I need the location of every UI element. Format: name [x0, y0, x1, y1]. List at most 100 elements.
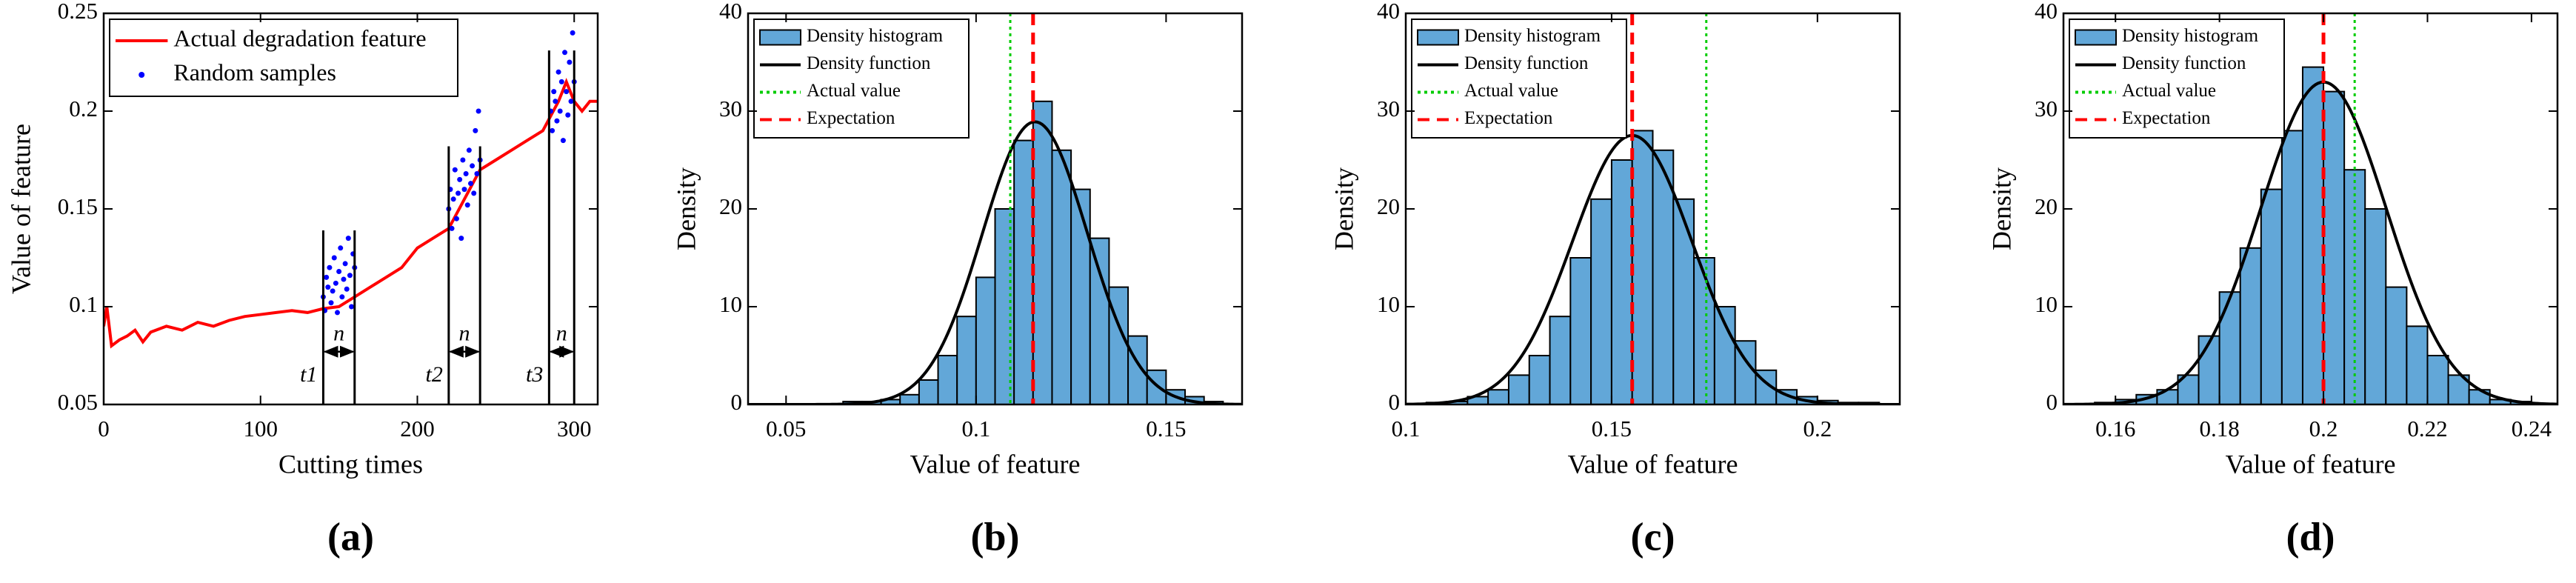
histogram-bar — [975, 276, 996, 404]
sample-point — [331, 255, 337, 261]
legend-label: Density function — [807, 53, 931, 73]
sample-point — [330, 288, 336, 294]
histogram-bar — [899, 393, 920, 404]
sample-point — [456, 190, 461, 196]
sample-point — [339, 294, 345, 300]
y-tick-label: 30 — [2035, 96, 2058, 121]
panel: Density histogram Density function Actual … — [671, 0, 1244, 559]
histogram-bar — [1051, 149, 1072, 404]
histogram-bar — [2406, 325, 2429, 404]
x-tick-label: 0.2 — [2309, 416, 2338, 442]
legend-label: Density function — [2122, 53, 2246, 73]
panel: n t1 n t2 n t3 Actual degradation feature Rando… — [6, 0, 599, 559]
y-tick-label: 10 — [2035, 291, 2058, 317]
x-tick-label: 0.1 — [1392, 416, 1421, 442]
legend-label: Actual value — [2122, 81, 2216, 101]
panel: Density histogram Density function Actual … — [1986, 0, 2559, 559]
y-tick-label: 0 — [2046, 389, 2058, 415]
y-tick-label: 0 — [731, 389, 743, 415]
histogram-bar — [1610, 159, 1633, 404]
panel-label: (c) — [1631, 514, 1675, 559]
sample-point — [341, 276, 347, 282]
x-axis-label: Value of feature — [1568, 449, 1738, 479]
histogram-bar — [1693, 257, 1715, 404]
sample-point — [471, 190, 477, 196]
y-tick-label: 40 — [719, 0, 742, 24]
panel-label: (a) — [327, 514, 374, 559]
histogram-bar — [1089, 237, 1110, 404]
y-axis-label: Value of feature — [6, 124, 36, 294]
sample-point — [349, 304, 355, 310]
sample-point — [568, 99, 574, 104]
sample-point — [467, 181, 473, 187]
y-tick-label: 0.25 — [58, 0, 98, 24]
sample-point — [449, 225, 455, 231]
x-tick-label: 100 — [243, 416, 278, 442]
legend-label: Expectation — [807, 108, 895, 128]
sample-point — [558, 79, 564, 84]
y-tick-label: 20 — [2035, 193, 2058, 219]
sample-point — [325, 284, 331, 290]
sample-point — [570, 30, 575, 36]
histogram-bar — [1032, 100, 1053, 404]
histogram-bar — [1590, 198, 1612, 404]
feature-line — [104, 78, 598, 349]
sample-point — [463, 170, 469, 176]
sample-point — [560, 138, 566, 144]
legend-swatch — [139, 72, 145, 78]
y-axis-label: Density — [1329, 167, 1358, 250]
sample-point — [345, 236, 351, 241]
sample-point — [460, 157, 466, 163]
sample-point — [476, 108, 481, 114]
histogram-bar — [1507, 374, 1530, 404]
x-tick-label: 0.18 — [2200, 416, 2240, 442]
histogram-bar — [1146, 369, 1167, 404]
sample-point — [564, 89, 570, 95]
panel-label: (b) — [971, 514, 1020, 559]
x-axis-label: Value of feature — [910, 449, 1081, 479]
histogram-bar — [1569, 257, 1592, 404]
sample-point — [328, 300, 334, 306]
sample-point — [554, 118, 560, 124]
legend-label: Density histogram — [807, 26, 944, 46]
histogram-bar — [1672, 198, 1695, 404]
histogram-bar — [2239, 247, 2262, 404]
sample-point — [342, 261, 348, 267]
histogram-bar — [2323, 90, 2346, 404]
panel-label: (d) — [2286, 514, 2335, 559]
histogram-bar — [2385, 286, 2408, 404]
sample-point — [473, 127, 478, 133]
x-tick-label: 0.15 — [1592, 416, 1632, 442]
y-tick-label: 0.1 — [69, 291, 98, 317]
sample-point — [557, 108, 563, 114]
histogram-bar — [2301, 66, 2325, 404]
histogram-bar — [2218, 291, 2241, 404]
legend-swatch — [1417, 29, 1459, 46]
histogram-bar — [2364, 208, 2387, 404]
histogram-bar — [2198, 335, 2220, 404]
histogram-bar — [918, 379, 939, 404]
legend-label: Density histogram — [1464, 26, 1601, 46]
sample-point — [335, 310, 341, 316]
histogram-bar — [1487, 389, 1509, 404]
sample-point — [324, 274, 330, 280]
y-tick-label: 10 — [719, 291, 742, 317]
sample-point — [338, 245, 344, 251]
legend-label: Actual value — [1464, 81, 1558, 101]
legend-label: Expectation — [1464, 108, 1553, 128]
x-axis-label: Value of feature — [2226, 449, 2396, 479]
x-tick-label: 0.22 — [2407, 416, 2447, 442]
sample-point — [347, 273, 353, 279]
sample-point — [457, 176, 463, 182]
legend-swatch — [759, 29, 801, 46]
panel: Density histogram Density function Actual … — [1329, 0, 1901, 559]
sample-point — [458, 236, 464, 241]
sample-point — [550, 127, 555, 133]
sample-point — [567, 59, 573, 65]
sample-point — [474, 170, 480, 176]
legend-label: Random samples — [173, 59, 336, 85]
y-tick-label: 0 — [1389, 389, 1401, 415]
x-axis-label: Cutting times — [278, 449, 423, 479]
interval-span-label: n — [556, 322, 567, 346]
